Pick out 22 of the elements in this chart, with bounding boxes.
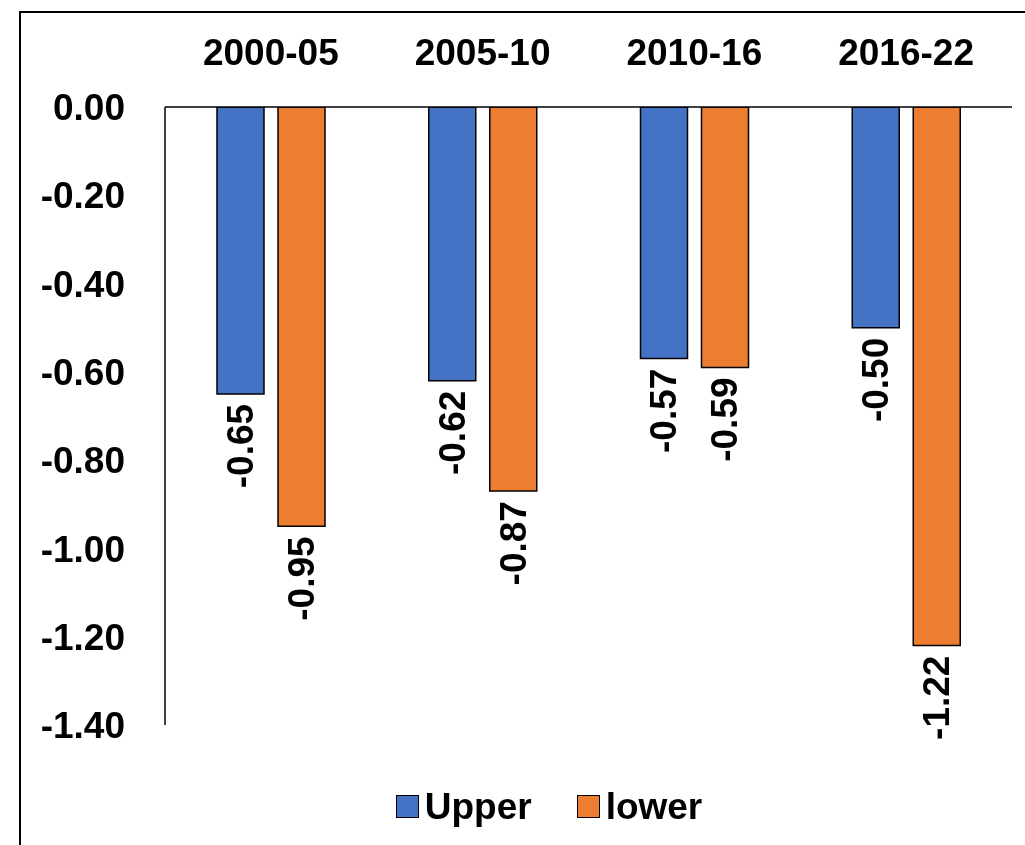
x-tick-label: 2010-16 <box>626 32 763 73</box>
data-label: -0.95 <box>281 536 322 621</box>
x-tick-label: 2000-05 <box>202 32 339 73</box>
data-label: -0.50 <box>855 337 897 423</box>
data-label: -0.57 <box>643 368 685 453</box>
y-tick-label: -1.20 <box>40 616 125 658</box>
data-label: -0.59 <box>704 377 746 462</box>
data-label: -0.87 <box>492 501 534 586</box>
y-tick-label: 0.00 <box>52 87 125 129</box>
y-tick-label: -1.40 <box>40 705 125 747</box>
data-label: -0.65 <box>220 403 261 489</box>
y-tick-label: -0.60 <box>40 351 125 393</box>
x-tick-label: 2005-10 <box>414 32 551 73</box>
data-label: -0.62 <box>431 390 473 476</box>
data-label: -1.22 <box>916 655 958 740</box>
legend-label: lower <box>605 786 703 827</box>
y-tick-label: -0.40 <box>40 263 125 305</box>
y-tick-label: -0.20 <box>40 175 125 217</box>
legend-label: Upper <box>424 786 532 827</box>
y-tick-label: -0.80 <box>40 440 125 482</box>
x-tick-label: 2016-22 <box>838 32 975 73</box>
y-tick-label: -1.00 <box>40 528 125 570</box>
